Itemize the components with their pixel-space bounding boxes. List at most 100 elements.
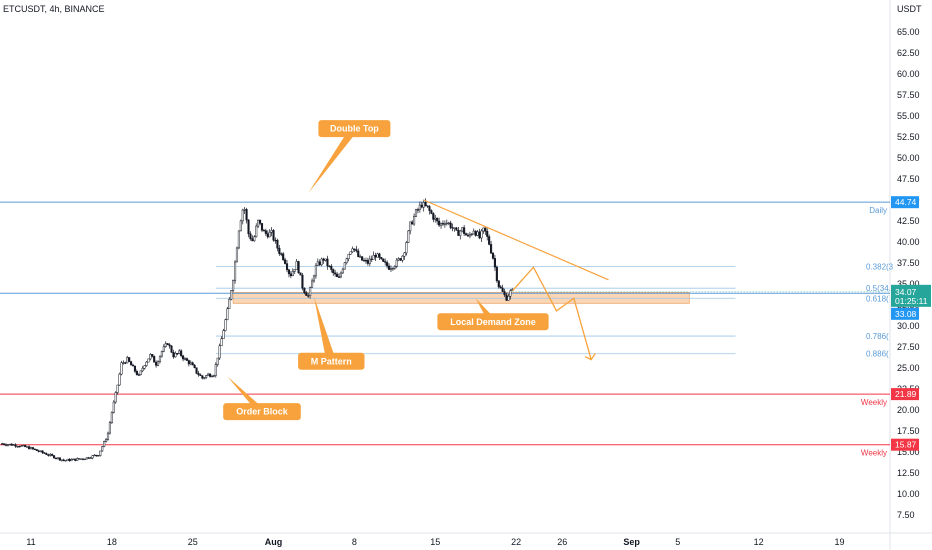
candle-body [22,445,25,447]
candle-body [457,230,460,236]
level-label: Daily [869,206,887,215]
candle-body [264,230,267,234]
candle-body [201,375,204,379]
candle-body [105,439,108,442]
candle-body [41,450,44,453]
level-label: Weekly [861,398,887,407]
candle-body [1,443,4,445]
candle-body [222,330,225,339]
candle-body [143,365,146,369]
candle-body [372,255,375,260]
candle-body [187,360,190,365]
candle-body [280,253,283,255]
candle-body [241,209,244,222]
candle-body [328,265,331,268]
candle-body [78,458,81,460]
candle-body [407,230,410,243]
candle-body [195,367,198,374]
candle-body [426,205,429,207]
candle-body [139,370,142,375]
candle-body [208,373,212,377]
candle-body [203,377,206,379]
y-tick-label: 35.00 [897,279,920,289]
candle-body [434,217,437,220]
y-tick-label: 20.00 [897,405,920,415]
candle-body [505,294,508,301]
secondary-badge-bg [891,307,919,320]
candle-body [178,350,181,354]
candle-body [343,262,346,270]
candle-body [166,343,169,345]
candle-body [230,290,233,300]
candle-body [131,364,135,367]
candle-body [72,458,75,460]
candle-body [191,362,194,366]
x-tick-label: 12 [754,537,764,547]
candle-body [324,258,327,261]
candle-body [124,362,127,364]
candle-body [110,412,113,423]
candle-body [307,295,310,297]
level-price-badge-bg [891,388,919,401]
y-tick-label: 42.50 [897,216,920,226]
candle-body [199,374,202,376]
candle-body [214,364,217,376]
candle-body [384,261,387,263]
candle-body [259,219,262,224]
y-axis-unit: USDT [897,4,922,14]
candle-body [243,209,246,211]
candle-body [85,457,88,460]
candle-body [289,273,292,277]
candle-body [116,384,119,393]
candle-body [168,344,171,347]
candle-body [401,255,404,261]
candle-body [245,209,248,221]
fib-level-label: 0.382(3 [866,262,894,271]
candle-body [293,269,296,272]
candle-body [272,230,275,241]
demand-zone-box [232,291,690,304]
candle-body [80,458,83,460]
candle-body [418,204,421,210]
x-tick-label: Aug [265,537,283,547]
candle-body [54,457,58,460]
fib-level-label: 0.886( [866,350,889,359]
candle-body [189,362,192,365]
candle-body [376,253,379,258]
level-price-badge: 44.74 [895,197,917,207]
candle-body [101,446,104,452]
candle-body [441,223,444,225]
candle-body [226,308,229,321]
candle-body [309,287,312,296]
candle-body [282,253,285,261]
x-tick-label: 19 [834,537,844,547]
candle-body [428,206,431,211]
y-tick-label: 12.50 [897,468,920,478]
candle-body [480,230,483,239]
callout-pointer [475,298,498,322]
callout-box [318,120,391,138]
candle-body [403,252,406,257]
candle-body [18,446,21,448]
candle-body [405,242,408,254]
candle-body [503,291,506,296]
candle-body [270,230,273,233]
candle-body [278,247,281,254]
candle-body [76,458,79,461]
candle-body [62,459,65,461]
candle-body [311,280,314,288]
candle-body [74,458,77,461]
current-price-badge: 34.07 [895,287,917,297]
candle-body [12,444,15,446]
candle-body [318,261,321,266]
candle-body [303,287,306,293]
candle-body [351,248,354,253]
candle-body [210,375,213,378]
candle-body [297,261,300,274]
candle-body [10,443,13,446]
candle-body [336,273,339,278]
candle-body [120,362,123,375]
y-tick-label: 15.00 [897,447,920,457]
candle-body [430,210,433,214]
